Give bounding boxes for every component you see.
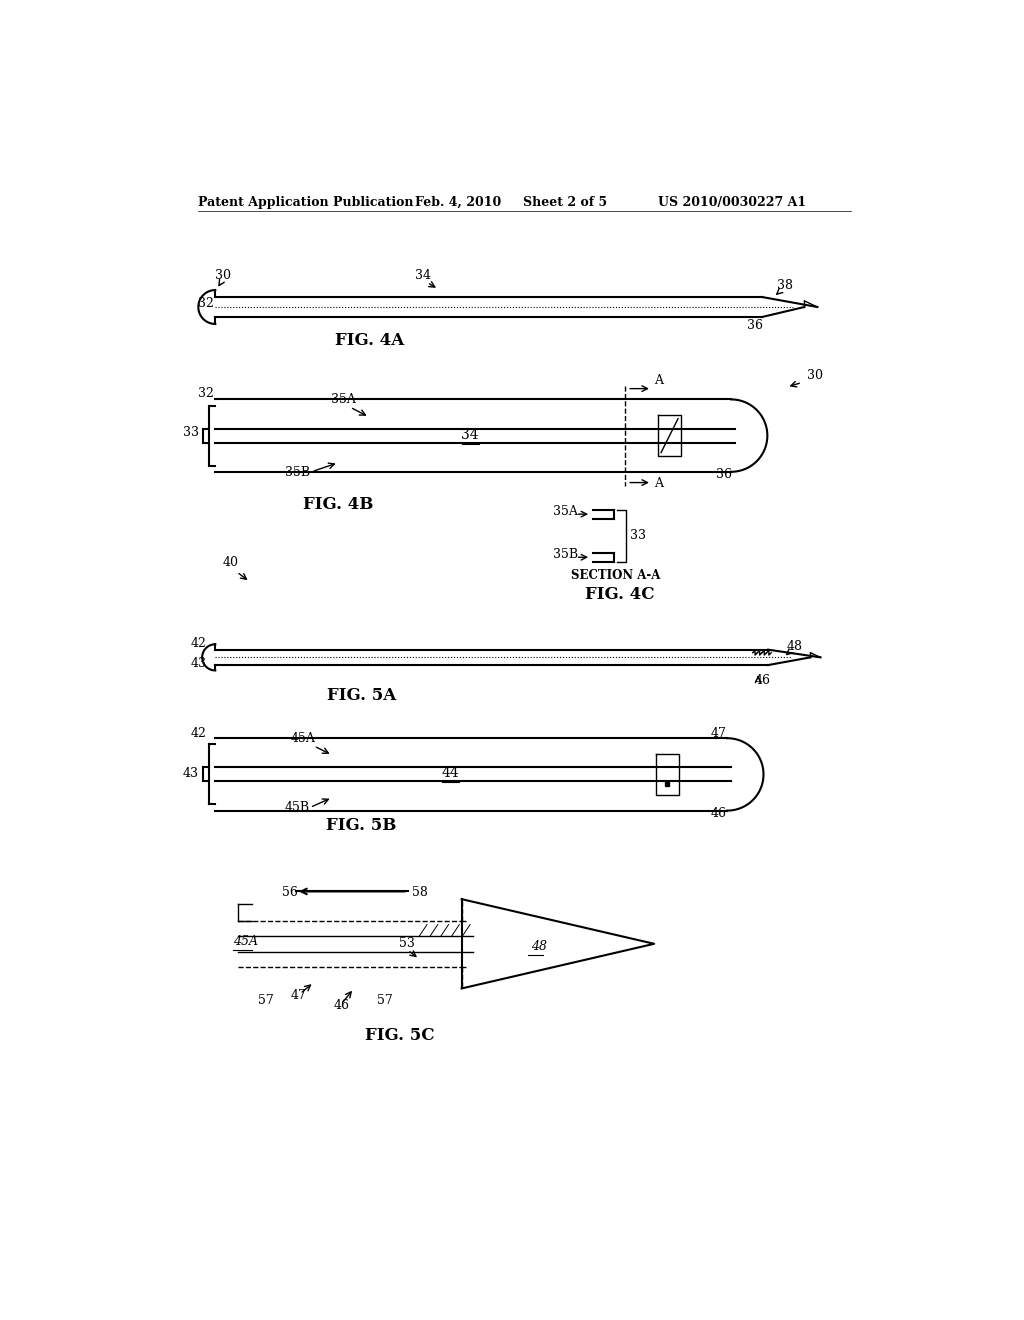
Text: 30: 30 [215, 268, 231, 281]
Text: 40: 40 [223, 557, 239, 569]
Text: 34: 34 [461, 429, 478, 442]
Text: Feb. 4, 2010: Feb. 4, 2010 [416, 195, 502, 209]
Text: 48: 48 [786, 640, 803, 652]
Text: 35B: 35B [285, 466, 309, 479]
Text: 45A: 45A [291, 733, 315, 744]
Text: 42: 42 [190, 636, 207, 649]
Text: 36: 36 [716, 469, 732, 480]
Text: 57: 57 [377, 994, 393, 1007]
Text: 43: 43 [190, 656, 207, 669]
Text: 53: 53 [398, 937, 415, 950]
Text: 46: 46 [711, 807, 726, 820]
Text: 36: 36 [746, 319, 763, 333]
Text: FIG. 4C: FIG. 4C [585, 586, 654, 603]
Text: 45A: 45A [233, 936, 258, 948]
Text: 42: 42 [190, 727, 207, 741]
Text: FIG. 4B: FIG. 4B [303, 496, 374, 512]
Text: 58: 58 [412, 886, 427, 899]
Text: A: A [654, 478, 664, 490]
Text: FIG. 4A: FIG. 4A [335, 331, 403, 348]
Text: 47: 47 [291, 989, 306, 1002]
Text: SECTION A-A: SECTION A-A [571, 569, 660, 582]
Text: 48: 48 [531, 940, 547, 953]
Text: A: A [654, 374, 664, 387]
Text: 34: 34 [416, 268, 431, 281]
Text: 33: 33 [630, 529, 645, 541]
Text: Patent Application Publication: Patent Application Publication [199, 195, 414, 209]
Text: 44: 44 [441, 766, 459, 780]
Text: 32: 32 [199, 297, 214, 310]
Text: 35B: 35B [553, 548, 578, 561]
Text: FIG. 5C: FIG. 5C [366, 1027, 435, 1044]
Text: 43: 43 [183, 767, 199, 780]
Text: 57: 57 [258, 994, 273, 1007]
Text: 35A: 35A [331, 393, 355, 407]
Text: 46: 46 [334, 999, 350, 1012]
Text: 35A: 35A [553, 506, 578, 517]
Text: Sheet 2 of 5: Sheet 2 of 5 [523, 195, 607, 209]
Text: 47: 47 [711, 727, 726, 741]
Text: 33: 33 [183, 425, 199, 438]
Text: US 2010/0030227 A1: US 2010/0030227 A1 [658, 195, 806, 209]
Text: 56: 56 [283, 886, 298, 899]
Text: 32: 32 [199, 387, 214, 400]
Text: 38: 38 [777, 280, 794, 292]
Text: FIG. 5A: FIG. 5A [327, 686, 396, 704]
Text: 45B: 45B [285, 801, 309, 814]
Text: 30: 30 [807, 370, 822, 383]
Text: 46: 46 [755, 673, 770, 686]
Text: FIG. 5B: FIG. 5B [327, 817, 396, 834]
